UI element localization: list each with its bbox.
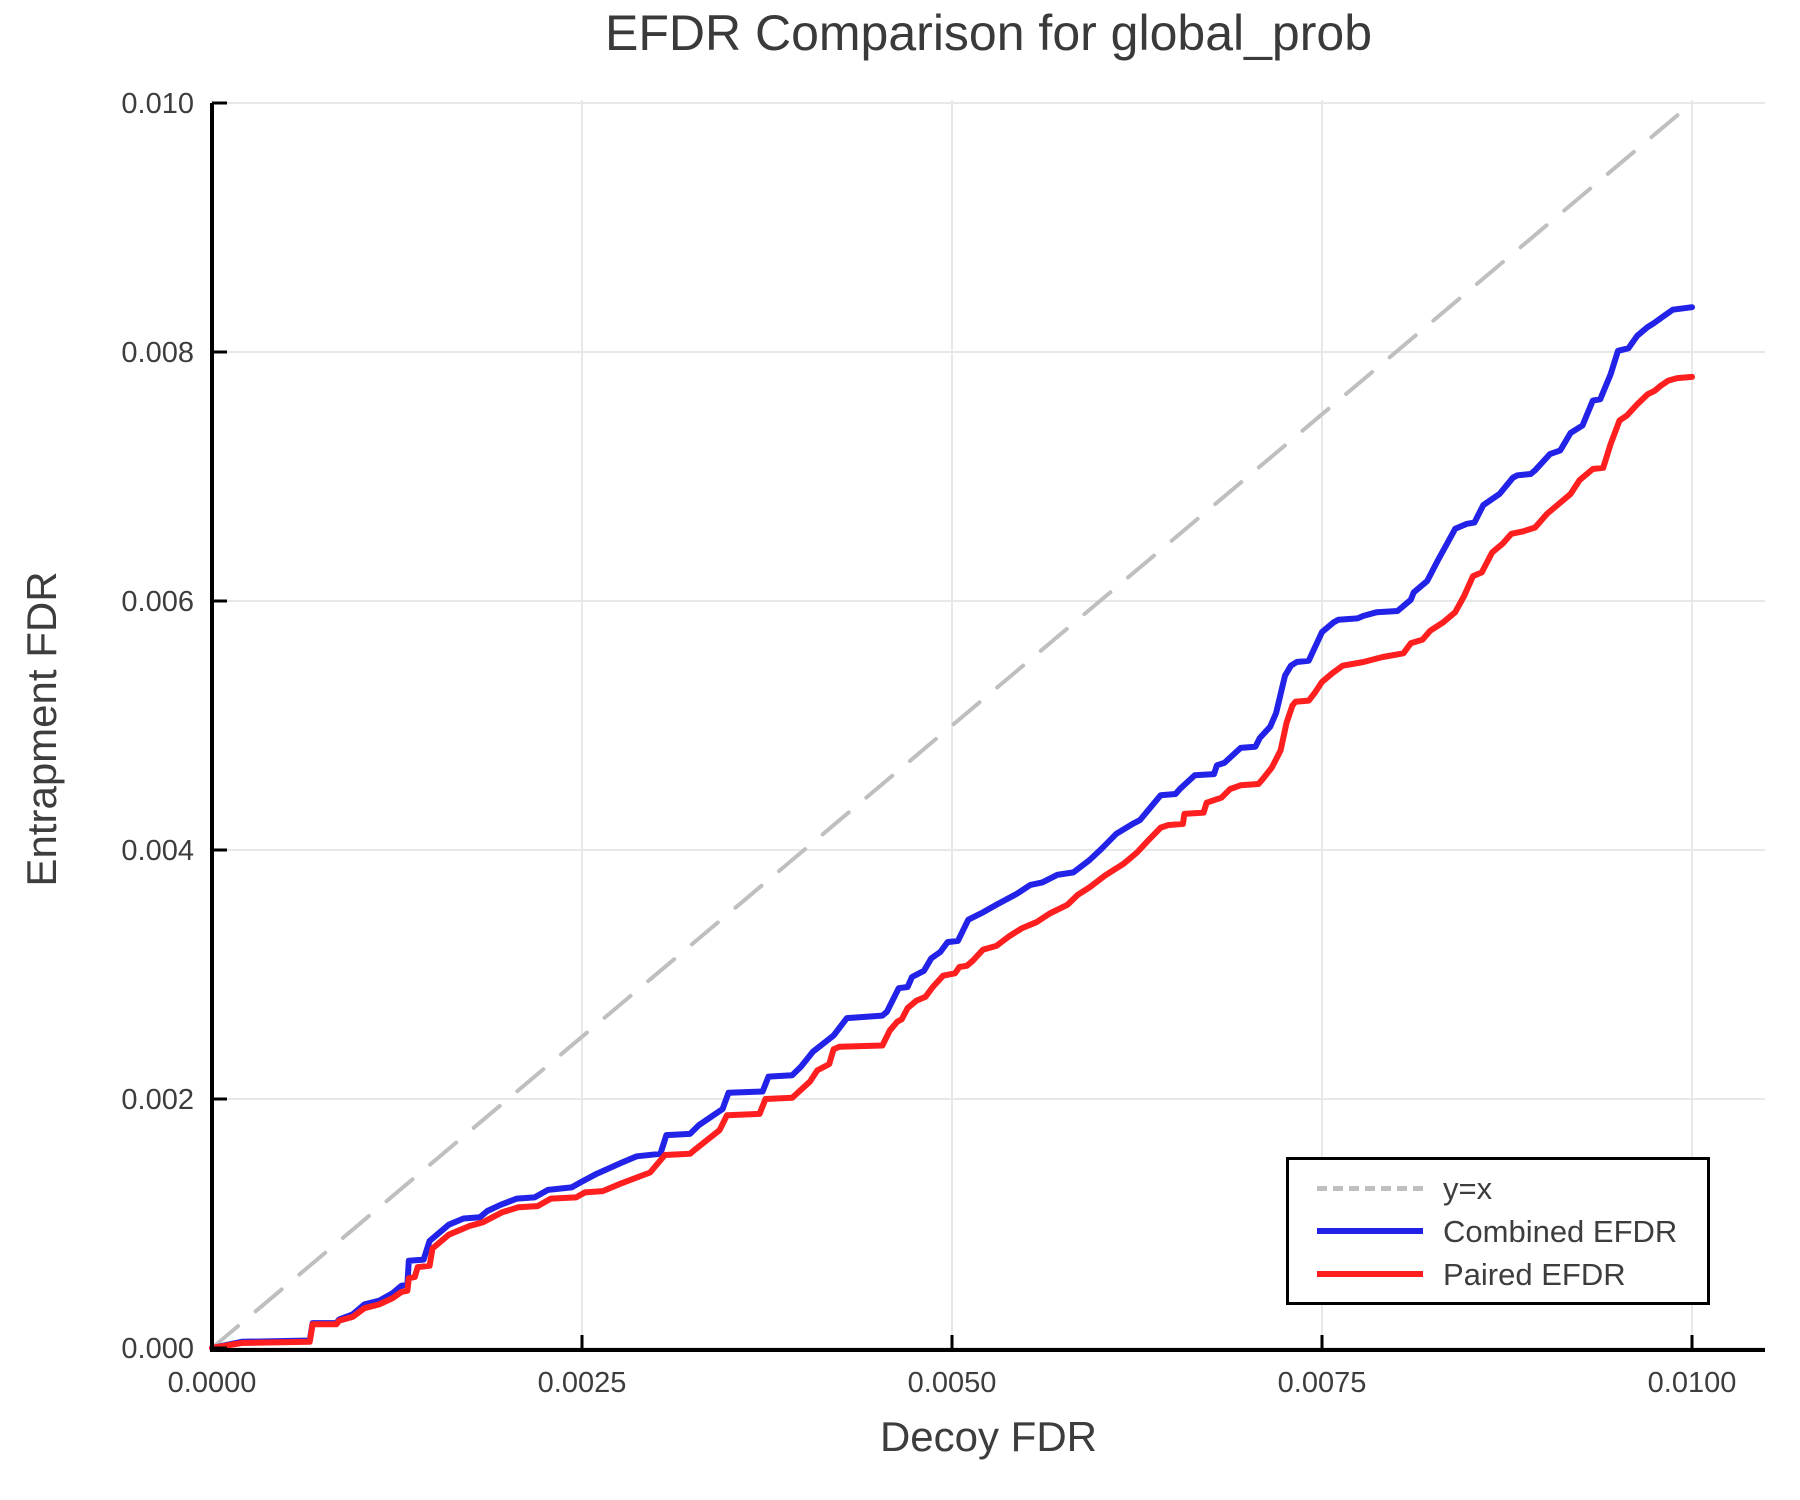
x-tick-label: 0.0000: [168, 1367, 257, 1399]
y-tick-label: 0.008: [121, 337, 194, 369]
y-tick-label: 0.000: [121, 1333, 194, 1365]
combined-line-swatch-icon: [1317, 1228, 1423, 1234]
legend-box: y=x Combined EFDR Paired EFDR: [1286, 1157, 1710, 1305]
y-tick-label: 0.004: [121, 835, 194, 867]
chart-title: EFDR Comparison for global_prob: [604, 5, 1373, 61]
legend-label-paired: Paired EFDR: [1443, 1256, 1626, 1292]
series-line-y-x: [210, 101, 1694, 1350]
identity-line-swatch-icon: [1317, 1185, 1423, 1191]
y-tick-label: 0.002: [121, 1084, 194, 1116]
x-tick-label: 0.0025: [538, 1367, 627, 1399]
legend-entry-identity: y=x: [1317, 1169, 1707, 1207]
legend-label-combined: Combined EFDR: [1443, 1213, 1678, 1249]
paired-line-swatch-icon: [1317, 1271, 1423, 1277]
series-line-combined-efdr: [209, 304, 1695, 1351]
x-tick-label: 0.0075: [1278, 1367, 1367, 1399]
x-tick-label: 0.0100: [1648, 1367, 1737, 1399]
legend-entry-paired: Paired EFDR: [1317, 1255, 1707, 1293]
y-axis-label: Entrapment FDR: [18, 571, 65, 887]
y-tick-label: 0.006: [121, 586, 194, 618]
x-tick-label: 0.0050: [908, 1367, 997, 1399]
legend-entry-combined: Combined EFDR: [1317, 1212, 1707, 1250]
series-line-paired-efdr: [209, 373, 1695, 1351]
x-axis-label: Decoy FDR: [879, 1413, 1098, 1460]
y-tick-label: 0.010: [121, 88, 194, 120]
legend-label-identity: y=x: [1443, 1170, 1493, 1206]
